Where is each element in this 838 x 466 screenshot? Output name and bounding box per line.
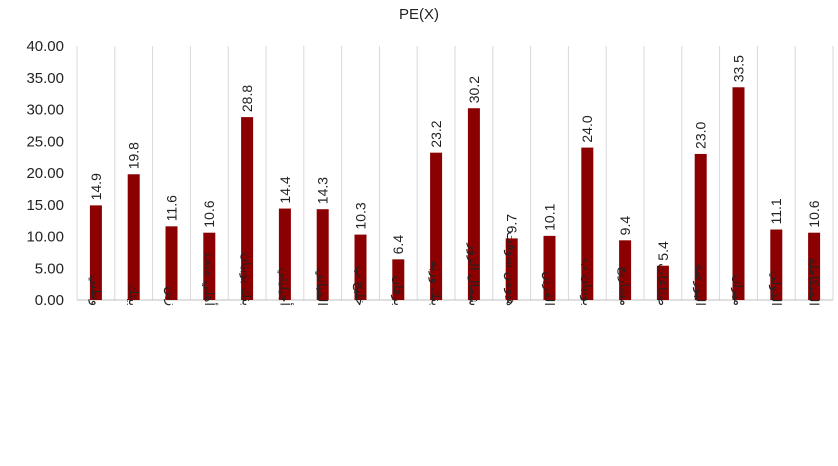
bar — [127, 174, 140, 300]
bar — [505, 238, 518, 300]
data-label: 10.6 — [806, 200, 822, 227]
data-label: 23.2 — [428, 120, 444, 147]
category-label: القرين — [541, 271, 557, 306]
category-label: الدولي — [768, 271, 784, 306]
bar — [543, 235, 556, 300]
category-label: زين — [163, 286, 179, 306]
y-tick-label: 40.00 — [26, 38, 64, 55]
bar — [430, 152, 443, 300]
category-label: شمال الزور — [465, 242, 481, 306]
data-label: 28.8 — [239, 85, 255, 112]
y-tick-label: 20.00 — [26, 165, 64, 182]
category-label: أجيليتي — [277, 267, 293, 306]
data-label: 10.1 — [541, 203, 557, 230]
bar — [581, 147, 594, 300]
category-label: بيتك — [126, 284, 141, 306]
category-label: المتكاملة — [807, 258, 822, 306]
y-tick-label: 0.00 — [35, 292, 64, 309]
category-label: وطني — [87, 275, 103, 306]
category-label: هيومن سوفت — [503, 231, 519, 306]
y-tick-label: 30.00 — [26, 102, 64, 119]
bar — [278, 208, 291, 300]
y-tick-label: 25.00 — [26, 133, 64, 150]
bar — [89, 205, 102, 300]
category-label: البورصة — [692, 264, 708, 307]
category-label: صناعات — [655, 263, 670, 306]
data-label: 23.0 — [693, 121, 709, 148]
bar — [392, 259, 405, 300]
bar — [241, 117, 254, 301]
data-label: 10.6 — [201, 200, 217, 227]
data-label: 14.4 — [277, 176, 293, 203]
category-label: مشاريع — [617, 267, 633, 306]
category-label: المباني — [315, 269, 330, 306]
y-tick-label: 5.00 — [35, 260, 64, 277]
bar — [808, 232, 821, 300]
category-label: برقان — [390, 275, 406, 306]
data-label: 14.9 — [88, 173, 104, 200]
bar — [694, 153, 707, 300]
category-label: بنك بوبيان — [239, 253, 255, 307]
data-label: 5.4 — [655, 241, 671, 261]
data-label: 10.3 — [352, 202, 368, 229]
chart-title: PE(X) — [398, 6, 439, 23]
bar — [316, 209, 329, 300]
bar — [354, 234, 367, 300]
y-tick-label: 10.00 — [26, 229, 64, 246]
data-label: 9.7 — [504, 214, 520, 234]
bar — [656, 265, 669, 300]
category-label: أهلي متحد — [202, 251, 218, 306]
y-tick-label: 35.00 — [26, 70, 64, 87]
data-label: 19.8 — [126, 142, 142, 169]
bar — [619, 240, 632, 300]
data-label: 33.5 — [730, 55, 746, 82]
category-label: بنك وربة — [428, 261, 444, 306]
data-label: 24.0 — [579, 115, 595, 142]
category-label: خليج ب — [352, 265, 368, 306]
data-label: 14.3 — [315, 177, 331, 204]
bar — [165, 226, 178, 300]
category-label: ميزان — [730, 275, 746, 306]
y-tick-label: 15.00 — [26, 197, 64, 214]
bar — [732, 87, 745, 301]
bar — [203, 232, 216, 300]
data-label: 30.2 — [466, 76, 482, 103]
category-label: بوبيان ب — [579, 259, 595, 306]
data-label: 11.6 — [163, 195, 179, 221]
data-label: 9.4 — [617, 216, 633, 236]
data-label: 6.4 — [390, 235, 406, 255]
bar — [770, 229, 783, 300]
data-label: 11.1 — [768, 198, 784, 224]
bar — [467, 108, 480, 300]
